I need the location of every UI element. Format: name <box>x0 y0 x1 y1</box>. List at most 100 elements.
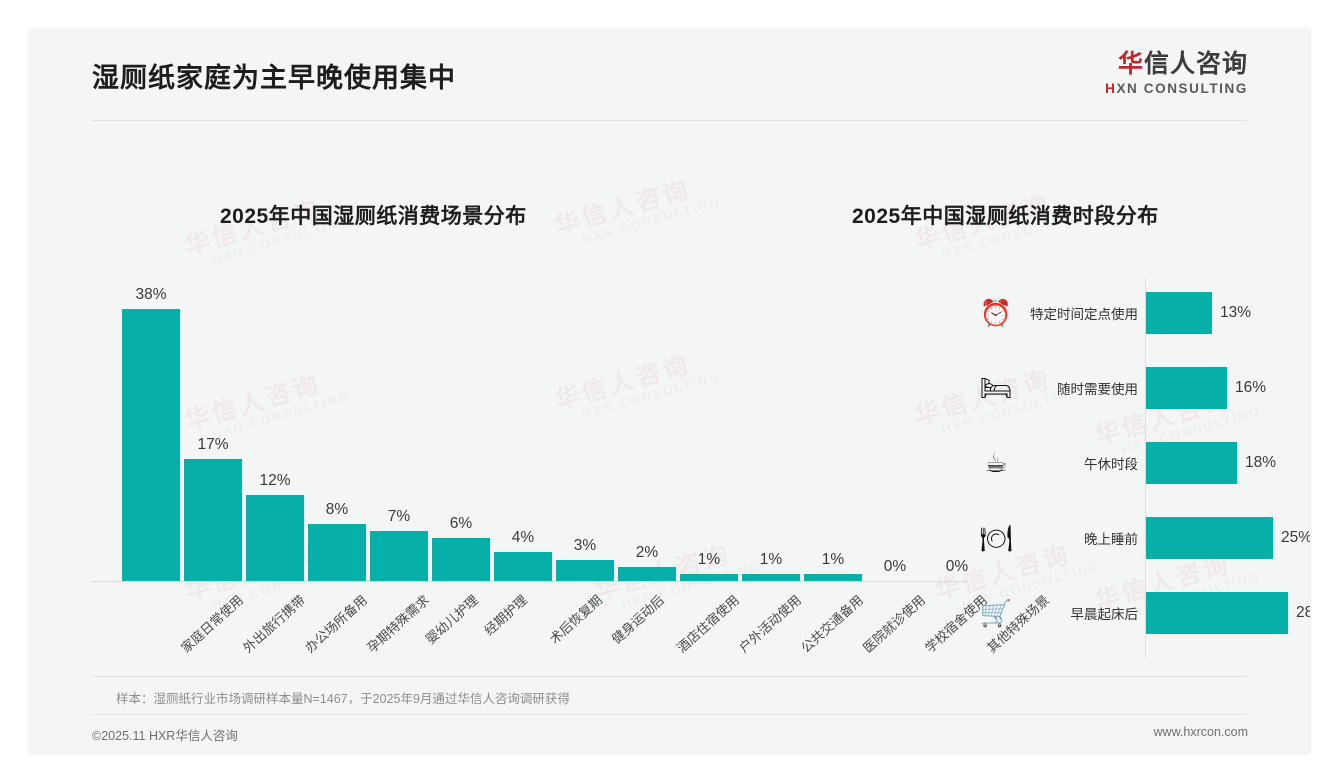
column-value-label: 1% <box>697 551 721 568</box>
column-category-label: 办公场所备用 <box>302 592 371 656</box>
logo-chinese: 华信人咨询 <box>1048 50 1248 79</box>
column-item: 2% <box>618 537 676 581</box>
bar-value-label: 25% <box>1281 529 1310 546</box>
column-category-label: 术后恢复期 <box>546 592 606 647</box>
horizontal-bar[interactable] <box>1146 442 1237 484</box>
column-item: 1% <box>804 544 862 581</box>
column-item: 1% <box>742 544 800 581</box>
bar-row: 🍽 晚上睡前 25% <box>970 515 1310 561</box>
column-value-label: 7% <box>387 508 411 525</box>
column-value-label: 17% <box>197 436 229 453</box>
bar-row: 🛏 随时需要使用 16% <box>970 365 1270 411</box>
column-value-label: 1% <box>759 551 783 568</box>
horizontal-bar[interactable] <box>1146 517 1273 559</box>
column-item: 8% <box>308 494 366 581</box>
column-value-label: 0% <box>945 558 969 575</box>
column-item: 7% <box>370 501 428 581</box>
horizontal-bar[interactable] <box>1146 367 1227 409</box>
column-bar[interactable] <box>122 309 180 581</box>
column-bar[interactable] <box>804 574 862 581</box>
bar-category-label: 午休时段 <box>1084 457 1138 472</box>
page-title: 湿厕纸家庭为主早晚使用集中 <box>92 63 456 93</box>
column-value-label: 12% <box>259 472 291 489</box>
slide-header: 湿厕纸家庭为主早晚使用集中 华信人咨询 HXN CONSULTING <box>30 28 1310 124</box>
bar-category-label: 随时需要使用 <box>1057 382 1138 397</box>
column-category-label: 户外活动使用 <box>736 592 805 656</box>
column-item: 38% <box>122 279 180 581</box>
logo-english-rest: XN CONSULTING <box>1116 80 1248 96</box>
column-item: 6% <box>432 508 490 581</box>
header-divider <box>92 120 1247 121</box>
bar-row: ☕ 午休时段 18% <box>970 440 1276 486</box>
column-category-label: 公共交通备用 <box>798 592 867 656</box>
column-item: 0% <box>928 551 986 581</box>
column-value-label: 0% <box>883 558 907 575</box>
column-bar[interactable] <box>680 574 738 581</box>
column-value-label: 8% <box>325 501 349 518</box>
column-value-label: 38% <box>135 286 167 303</box>
bed-icon: 🛏 <box>979 373 1013 403</box>
website-url: www.hxrcon.com <box>1153 725 1248 739</box>
left-chart-title: 2025年中国湿厕纸消费场景分布 <box>220 205 527 228</box>
column-category-label: 经期护理 <box>481 592 531 639</box>
horizontal-bar[interactable] <box>1146 292 1212 334</box>
column-value-label: 2% <box>635 544 659 561</box>
logo-chinese-rest: 信人咨询 <box>1143 50 1248 78</box>
coffee-cup-icon: ☕ <box>984 448 1008 478</box>
sample-note: 样本：湿厕纸行业市场调研样本量N=1467，于2025年9月通过华信人咨询调研获… <box>116 692 570 706</box>
column-category-label: 孕期特殊需求 <box>364 592 433 656</box>
column-bar[interactable] <box>308 524 366 581</box>
column-bar[interactable] <box>742 574 800 581</box>
alarm-clock-icon: ⏰ <box>979 298 1013 328</box>
column-category-label: 健身运动后 <box>608 592 668 647</box>
logo-chinese-highlight: 华 <box>1117 50 1144 78</box>
horizontal-bar[interactable] <box>1146 592 1288 634</box>
column-item: 1% <box>680 544 738 581</box>
bar-category-label: 特定时间定点使用 <box>1030 307 1138 322</box>
column-category-label: 酒店住宿使用 <box>674 592 743 656</box>
column-bar[interactable] <box>618 567 676 581</box>
column-item: 12% <box>246 465 304 581</box>
slide: 湿厕纸家庭为主早晚使用集中 华信人咨询 HXN CONSULTING 华信人咨询… <box>30 28 1310 752</box>
column-bar[interactable] <box>494 552 552 581</box>
column-bar[interactable] <box>246 495 304 581</box>
column-item: 3% <box>556 530 614 581</box>
column-item: 4% <box>494 522 552 581</box>
column-bar[interactable] <box>432 538 490 581</box>
column-bar[interactable] <box>184 459 242 581</box>
shopping-cart-icon: 🛒 <box>979 598 1013 628</box>
bar-row: ⏰ 特定时间定点使用 13% <box>970 290 1270 336</box>
column-value-label: 3% <box>573 537 597 554</box>
column-value-label: 1% <box>821 551 845 568</box>
column-plot-area: 38% 17% 12% 8% 7% 6% 4% 3% 2% 1% 1% 1% 0% 0% <box>104 268 980 582</box>
column-bar[interactable] <box>370 531 428 581</box>
timeslot-bar-chart: ⏰ 特定时间定点使用 13% 🛏 随时需要使用 16% ☕ 午休时段 18% 🍽 晚上睡前 25% 🛒 早… <box>970 278 1310 658</box>
footer-divider <box>92 714 1247 715</box>
footnote-divider <box>92 676 1247 677</box>
watermark-english: HXN CONSULTING <box>579 192 723 248</box>
watermark-chinese: 华信人咨询 <box>551 175 694 241</box>
column-item: 17% <box>184 429 242 581</box>
column-category-label: 婴幼儿护理 <box>422 592 482 647</box>
logo-english: HXN CONSULTING <box>1048 81 1248 96</box>
logo-english-highlight: H <box>1105 80 1117 96</box>
column-item: 0% <box>866 551 924 581</box>
column-bar[interactable] <box>556 560 614 581</box>
cutlery-icon: 🍽 <box>979 523 1013 553</box>
bar-category-label: 早晨起床后 <box>1070 607 1139 622</box>
column-category-label: 外出旅行携带 <box>240 592 309 656</box>
right-chart-title: 2025年中国湿厕纸消费时段分布 <box>852 205 1159 228</box>
column-baseline-axis <box>92 581 968 582</box>
column-value-label: 6% <box>449 515 473 532</box>
bar-value-label: 16% <box>1235 379 1267 396</box>
column-category-label: 医院就诊使用 <box>860 592 929 656</box>
bar-value-label: 18% <box>1245 454 1277 471</box>
bar-category-axis <box>1145 278 1146 658</box>
scenario-column-chart: 38% 17% 12% 8% 7% 6% 4% 3% 2% 1% 1% 1% 0% 0% 家庭日常使用 外出… <box>92 268 1052 668</box>
column-value-label: 4% <box>511 529 535 546</box>
column-category-label: 家庭日常使用 <box>178 592 247 656</box>
bar-row: 🛒 早晨起床后 28% <box>970 590 1310 636</box>
bar-category-label: 晚上睡前 <box>1084 532 1138 547</box>
